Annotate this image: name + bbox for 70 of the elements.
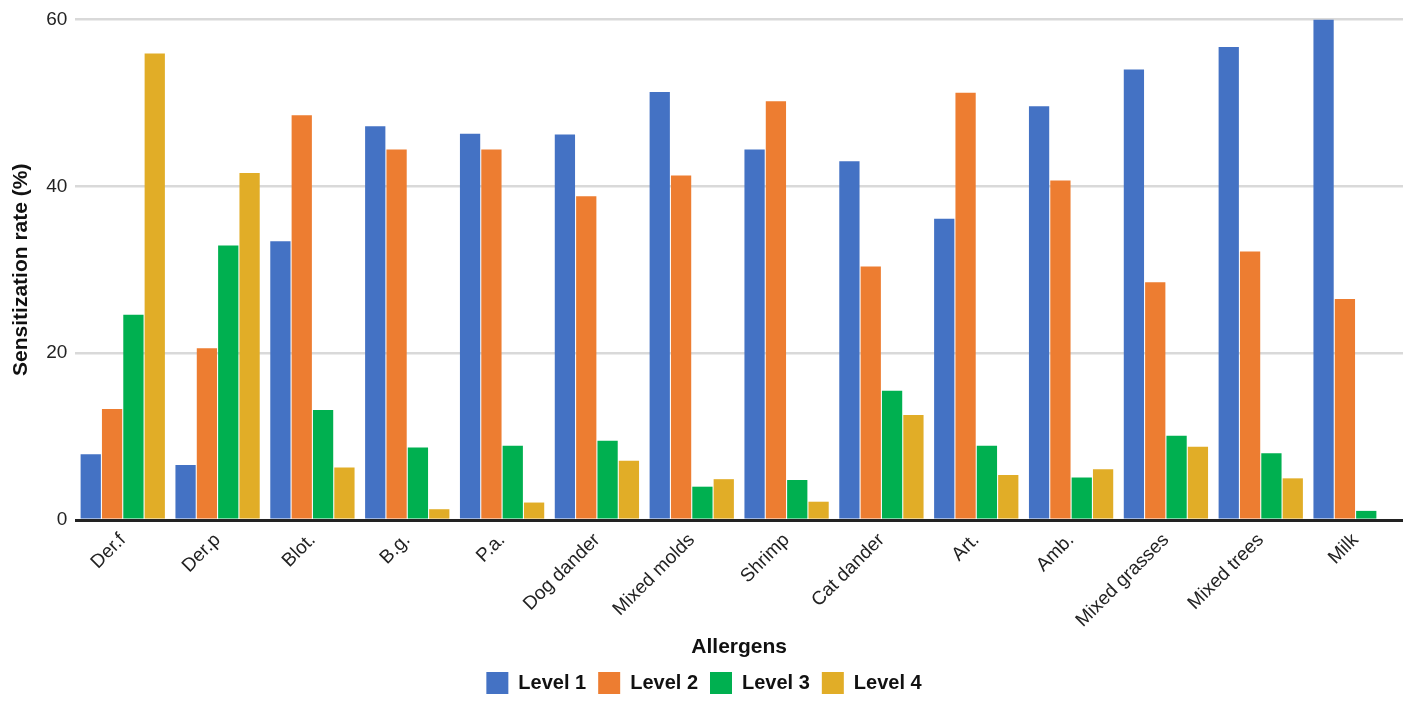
bar bbox=[1313, 19, 1334, 519]
bar bbox=[175, 464, 196, 519]
bar bbox=[80, 454, 101, 519]
bar bbox=[976, 445, 998, 519]
bar bbox=[1187, 446, 1209, 519]
x-tick-label: B.g. bbox=[375, 528, 414, 568]
x-axis-title: Allergens bbox=[691, 634, 788, 658]
legend-label: Level 2 bbox=[630, 670, 699, 693]
bar bbox=[365, 126, 386, 519]
bar bbox=[481, 149, 502, 519]
legend-label: Level 4 bbox=[853, 670, 923, 693]
bar bbox=[1071, 477, 1092, 519]
bar bbox=[218, 245, 239, 519]
bar bbox=[670, 175, 692, 519]
bar bbox=[239, 172, 260, 519]
bar bbox=[839, 161, 860, 519]
bar bbox=[144, 53, 165, 519]
bar bbox=[407, 447, 429, 519]
bar bbox=[291, 115, 312, 519]
bar bbox=[123, 314, 144, 519]
bar bbox=[955, 92, 976, 519]
bar bbox=[523, 502, 545, 519]
bar bbox=[1218, 46, 1239, 519]
bar bbox=[934, 218, 955, 519]
x-tick-label: Milk bbox=[1323, 528, 1363, 568]
bar bbox=[1166, 435, 1187, 519]
bar bbox=[713, 479, 734, 519]
x-tick-label: P.a. bbox=[471, 528, 509, 566]
bar bbox=[459, 133, 481, 519]
x-tick-label: Blot. bbox=[277, 528, 319, 571]
bar bbox=[881, 390, 903, 519]
y-axis-title: Sensitization rate (%) bbox=[8, 163, 32, 376]
y-tick-label: 20 bbox=[46, 341, 68, 363]
y-tick-label: 60 bbox=[46, 7, 68, 29]
bar bbox=[576, 196, 597, 519]
bar bbox=[998, 475, 1019, 519]
bar bbox=[502, 445, 523, 519]
bar bbox=[1282, 478, 1303, 519]
bar bbox=[1028, 106, 1050, 519]
bar bbox=[1092, 469, 1114, 519]
bar bbox=[860, 266, 881, 519]
bar bbox=[334, 467, 355, 519]
bar bbox=[386, 149, 407, 519]
bar bbox=[101, 409, 123, 519]
bar bbox=[196, 348, 218, 519]
bar bbox=[554, 134, 576, 519]
bar bbox=[1050, 180, 1071, 519]
legend-label: Level 3 bbox=[742, 670, 810, 693]
bar bbox=[787, 480, 808, 519]
bar bbox=[270, 241, 291, 519]
bar bbox=[765, 101, 787, 519]
bar bbox=[649, 92, 670, 519]
bar bbox=[618, 460, 640, 519]
bar bbox=[1261, 453, 1282, 519]
y-tick-label: 0 bbox=[56, 508, 68, 530]
bar bbox=[1123, 69, 1145, 519]
bar bbox=[429, 509, 450, 519]
bar bbox=[597, 440, 618, 519]
x-tick-label: Art. bbox=[947, 528, 983, 565]
legend-label: Level 1 bbox=[518, 670, 587, 693]
bar bbox=[1239, 251, 1261, 519]
bar bbox=[808, 501, 829, 519]
bar bbox=[1145, 282, 1166, 519]
bar bbox=[1356, 510, 1377, 519]
bar bbox=[744, 149, 765, 519]
bar bbox=[692, 486, 713, 519]
bar bbox=[312, 409, 334, 519]
bar bbox=[903, 414, 924, 519]
bar bbox=[1334, 298, 1356, 519]
y-tick-label: 40 bbox=[46, 174, 68, 196]
